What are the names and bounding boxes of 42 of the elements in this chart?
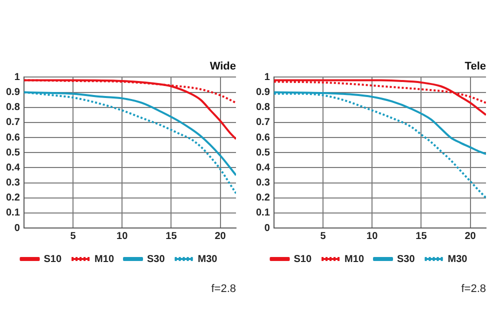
text: f=2.8 bbox=[461, 283, 486, 295]
y-tick-label: 0.7 bbox=[256, 117, 270, 128]
y-tick-label: 0.3 bbox=[256, 178, 270, 189]
legend-label: M10 bbox=[344, 254, 364, 265]
x-tick-label: 5 bbox=[70, 230, 76, 242]
legend-label: M30 bbox=[198, 254, 218, 265]
y-tick-label: 0.5 bbox=[6, 147, 20, 158]
legend-label: S10 bbox=[294, 254, 312, 265]
y-tick-label: 0.9 bbox=[6, 87, 20, 98]
legend-label: S10 bbox=[44, 254, 62, 265]
y-tick-label: 0.1 bbox=[6, 208, 20, 219]
x-tick-label: 20 bbox=[464, 230, 476, 242]
x-tick-label: 10 bbox=[366, 230, 378, 242]
y-tick-label: 0.1 bbox=[256, 208, 270, 219]
legend-label: S30 bbox=[397, 254, 416, 265]
chart-title: Wide bbox=[210, 60, 236, 73]
x-tick-label: 15 bbox=[416, 230, 428, 242]
y-tick-label: 0.4 bbox=[6, 162, 20, 174]
x-tick-label: 5 bbox=[320, 230, 326, 242]
y-tick-label: 0.8 bbox=[256, 102, 270, 114]
legend-label: M10 bbox=[94, 254, 114, 265]
text: f=2.8 bbox=[211, 283, 236, 295]
y-tick-label: 0 bbox=[264, 222, 270, 234]
legend-label: S30 bbox=[147, 254, 166, 265]
y-tick-label: 0 bbox=[14, 222, 20, 234]
legend-label: M30 bbox=[448, 254, 468, 265]
y-tick-label: 0.9 bbox=[256, 87, 270, 98]
y-tick-label: 0.8 bbox=[6, 102, 20, 114]
y-tick-label: 0.4 bbox=[256, 162, 270, 174]
chart-title: Tele bbox=[464, 60, 486, 73]
y-tick-label: 0.2 bbox=[256, 192, 270, 204]
x-tick-label: 15 bbox=[166, 230, 178, 242]
y-tick-label: 0.7 bbox=[6, 117, 20, 128]
x-tick-label: 10 bbox=[116, 230, 128, 242]
y-tick-label: 1 bbox=[14, 72, 20, 83]
y-tick-label: 0.6 bbox=[6, 132, 20, 144]
y-tick-label: 0.5 bbox=[256, 147, 270, 158]
y-tick-label: 0.3 bbox=[6, 178, 20, 189]
y-tick-label: 1 bbox=[264, 72, 270, 83]
y-tick-label: 0.6 bbox=[256, 132, 270, 144]
x-tick-label: 20 bbox=[214, 230, 226, 242]
y-tick-label: 0.2 bbox=[6, 192, 20, 204]
